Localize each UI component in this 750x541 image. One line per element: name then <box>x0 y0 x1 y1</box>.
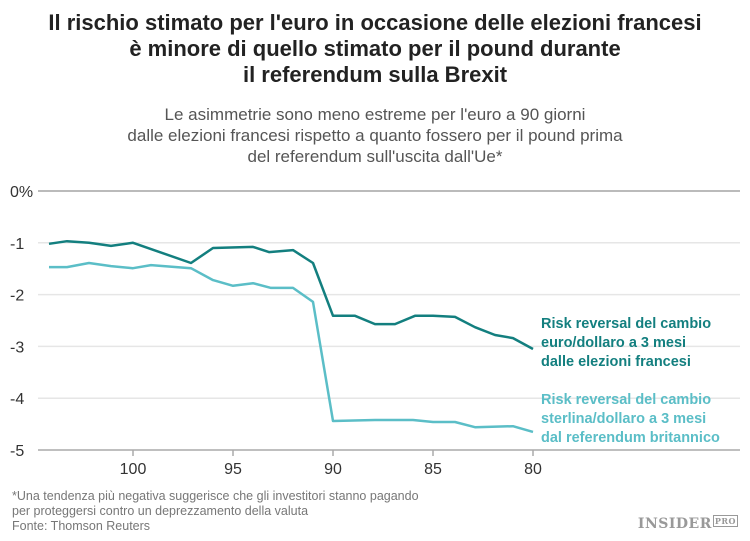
series-line-1 <box>48 239 534 351</box>
y-tick-label: -5 <box>10 443 24 460</box>
logo-badge: PRO <box>712 515 738 527</box>
series-label-2: Risk reversal del cambio sterlina/dollaro… <box>541 392 720 446</box>
insider-pro-logo: INSIDER PRO <box>637 515 738 532</box>
logo-text: INSIDER <box>637 516 712 532</box>
y-tick-label: -2 <box>10 288 24 305</box>
x-tick-label: 85 <box>424 461 442 478</box>
chart-subtitle: Le asimmetrie sono meno estreme per l'eu… <box>127 105 623 166</box>
y-tick-label: -3 <box>10 339 24 356</box>
x-tick-label: 90 <box>324 461 342 478</box>
y-tick-label: 0% <box>10 184 33 201</box>
chart-title: Il rischio stimato per l'euro in occasio… <box>48 10 702 87</box>
x-tick-label: 95 <box>224 461 242 478</box>
x-tick-label: 80 <box>524 461 542 478</box>
x-tick-label: 100 <box>120 461 147 478</box>
series-label-1: Risk reversal del cambio euro/dollaro a 3… <box>541 316 711 370</box>
footnote: *Una tendenza più negativa suggerisce ch… <box>12 489 419 533</box>
series-line-2 <box>49 261 534 434</box>
y-tick-label: -4 <box>10 391 24 408</box>
y-tick-label: -1 <box>10 236 24 253</box>
